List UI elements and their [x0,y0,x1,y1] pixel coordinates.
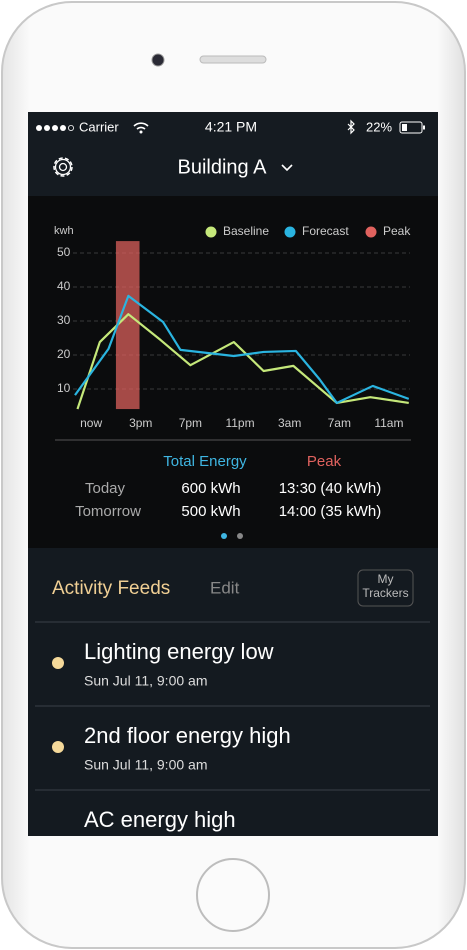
trackers-button[interactable] [357,569,414,607]
time: 4:21 PM [205,119,257,135]
battery [399,121,423,134]
feed-title[interactable]: Lighting energy low [84,639,274,664]
y-tick-label: 50 [57,245,71,259]
legend-swatch [205,226,217,238]
y-tick-label: 20 [57,347,71,361]
legend-swatch [284,226,296,238]
series-line [74,294,410,405]
building-title[interactable]: Building A [178,156,268,178]
chart-panel [28,196,438,548]
camera [151,53,165,67]
x-tick-label: 7am [328,416,351,430]
activity-panel [28,548,438,836]
feed-date: Sun Jul 11, 9:00 am [84,673,207,689]
x-tick-label: now [80,416,102,430]
signal [36,125,75,132]
x-tick-label: 3pm [129,416,152,430]
battery-tip [423,125,425,130]
legend-label: Forecast [302,224,349,238]
battery-text: 22% [366,119,392,134]
summary-cell: 13:30 (40 kWh) [279,480,382,497]
y-tick-label: 40 [57,279,71,293]
summary-header: Peak [307,453,342,470]
y-tick-label: 30 [57,313,71,327]
chart: kwh 10 20 30 40 50 now 3pm 7pm 11pm 3am 7am 11am Bas… [54,224,411,441]
summary-cell: 500 kWh [181,503,240,520]
x-tick-label: 11am [374,416,403,430]
x-tick-label: 11pm [225,416,254,430]
y-axis-label: kwh [54,225,74,237]
summary-row-label: Tomorrow [75,503,141,520]
trackers-label[interactable]: Trackers [362,586,408,600]
page-dot[interactable] [221,533,227,539]
y-tick-label: 10 [57,381,71,395]
x-tick-label: 7pm [179,416,202,430]
edit-button[interactable]: Edit [210,578,240,597]
wifi-dot [139,130,143,134]
feed-date: Sun Jul 11, 9:00 am [84,757,207,773]
page-dot[interactable] [237,533,243,539]
legend-label: Peak [383,224,411,238]
summary-header: Total Energy [163,453,247,470]
bluetooth-icon [347,119,355,135]
feed-dot [52,657,64,669]
home-button[interactable] [196,858,270,932]
feed-dot [52,741,64,753]
speaker [199,55,267,64]
settings-icon[interactable] [53,157,73,177]
legend-swatch [365,226,377,238]
summary-cell: 600 kWh [181,480,240,497]
feed-title[interactable]: 2nd floor energy high [84,723,291,748]
peak-band [115,241,140,410]
carrier: Carrier [79,119,119,134]
activity-title: Activity Feeds [52,578,170,599]
trackers-label[interactable]: My [378,572,394,586]
wifi-icon [133,122,149,130]
battery-level [402,124,407,131]
x-tick-label: 3am [278,416,301,430]
summary-cell: 14:00 (35 kWh) [279,503,382,520]
dropdown-chevron[interactable] [281,164,293,172]
legend-label: Baseline [223,224,269,238]
summary-row-label: Today [85,480,126,497]
feed-title[interactable]: AC energy high [84,807,236,832]
